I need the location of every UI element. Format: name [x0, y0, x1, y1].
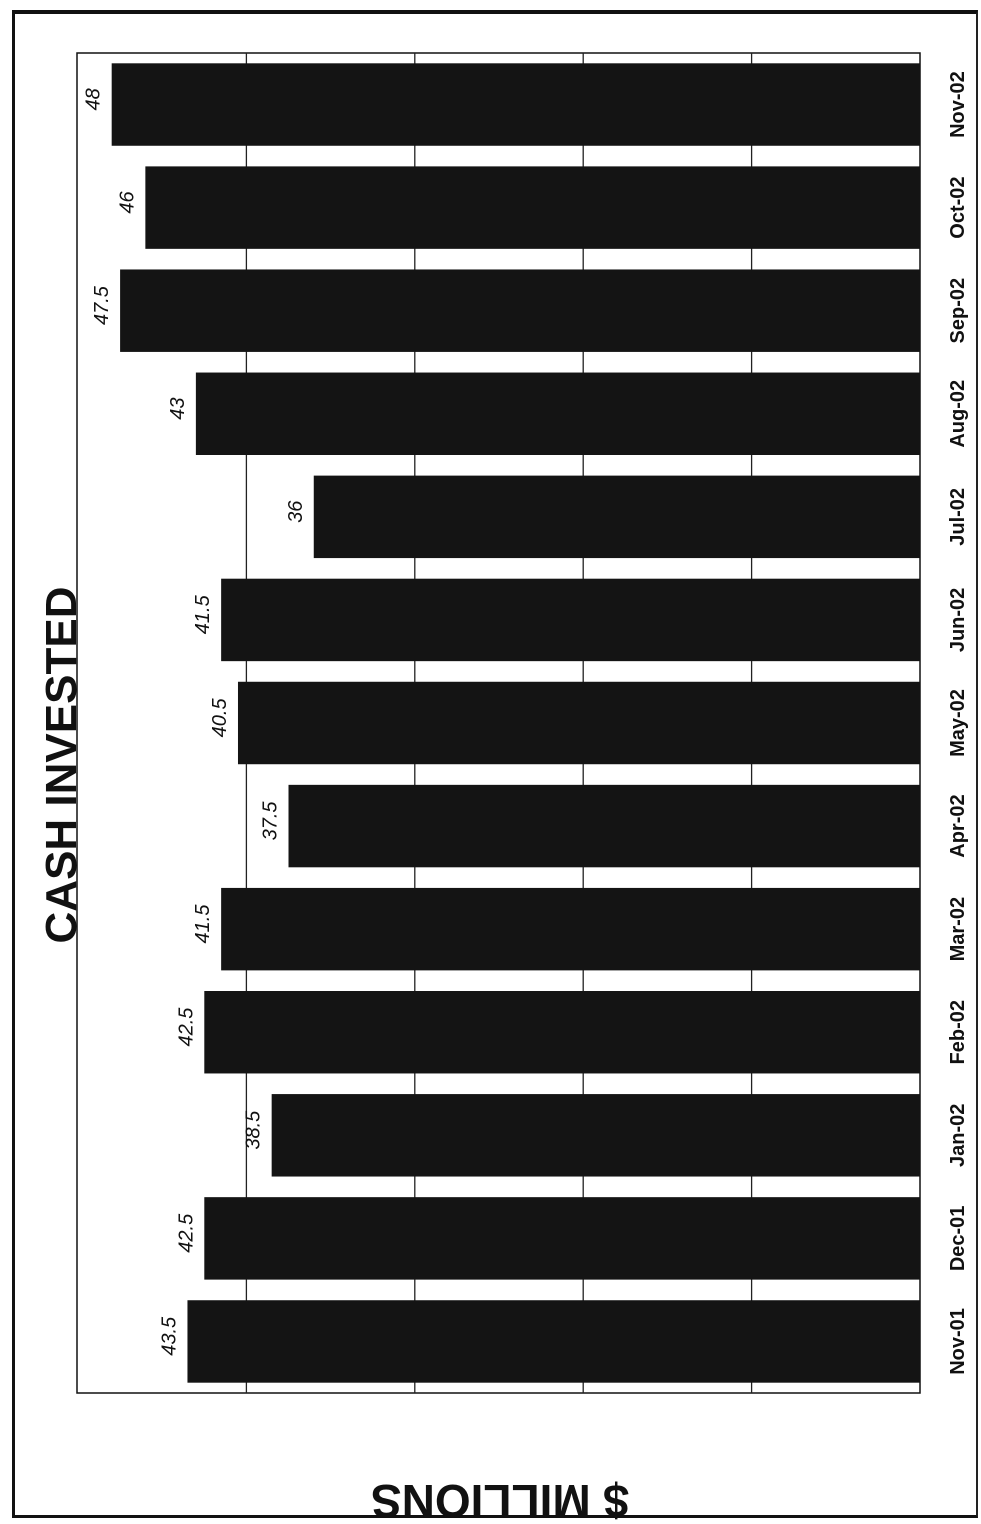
value-label: 38.5: [243, 1110, 265, 1150]
value-label: 47.5: [91, 285, 113, 325]
category-labels: Nov-01 Dec-01 Jan-02 Feb-02 Mar-02 Apr-02 May-…: [947, 71, 969, 1375]
chart-title: CASH INVESTED: [37, 587, 86, 944]
bars: [111, 63, 921, 1383]
bar-aug-02: [195, 372, 920, 455]
y-axis-title: $ MILLIONS: [371, 1475, 629, 1524]
bar-dec-01: [204, 1197, 921, 1280]
value-label: 42.5: [175, 1007, 197, 1047]
category-label: Apr-02: [947, 794, 969, 857]
bar-nov-01: [187, 1300, 920, 1383]
value-label: 42.5: [175, 1213, 197, 1253]
bar-nov-02: [111, 63, 921, 146]
page-frame: [12, 10, 978, 1518]
category-label: Mar-02: [947, 897, 969, 961]
value-label: 41.5: [192, 594, 214, 634]
category-label: Sep-02: [947, 278, 969, 344]
category-label: Oct-02: [947, 176, 969, 238]
value-labels: 43.5 42.5 38.5 42.5 41.5 37.5 40.5 41.5 36 43 47.5…: [83, 88, 307, 1356]
category-label: Jun-02: [947, 588, 969, 652]
bar-jul-02: [313, 475, 920, 559]
bar-jun-02: [221, 578, 920, 662]
category-label: Jul-02: [947, 488, 969, 546]
category-label: Aug-02: [947, 380, 969, 448]
bar-may-02: [237, 681, 921, 765]
value-label: 43.5: [158, 1316, 180, 1356]
category-label: Nov-01: [947, 1308, 969, 1375]
value-label: 37.5: [260, 801, 282, 841]
bar-feb-02: [204, 991, 921, 1074]
value-label: 46: [116, 190, 138, 213]
bar-apr-02: [288, 784, 920, 868]
bar-mar-02: [221, 887, 920, 971]
category-label: Nov-02: [947, 71, 969, 138]
value-label: 48: [83, 88, 105, 110]
category-label: Jan-02: [947, 1104, 969, 1167]
category-label: May-02: [947, 689, 969, 757]
value-label: 41.5: [192, 904, 214, 944]
category-label: Feb-02: [947, 1000, 969, 1064]
bar-oct-02: [145, 166, 921, 249]
value-label: 36: [285, 500, 307, 523]
bar-sep-02: [120, 269, 921, 352]
bar-jan-02: [271, 1094, 920, 1177]
category-label: Dec-01: [947, 1206, 969, 1272]
value-label: 40.5: [209, 698, 231, 738]
value-label: 43: [167, 397, 189, 419]
